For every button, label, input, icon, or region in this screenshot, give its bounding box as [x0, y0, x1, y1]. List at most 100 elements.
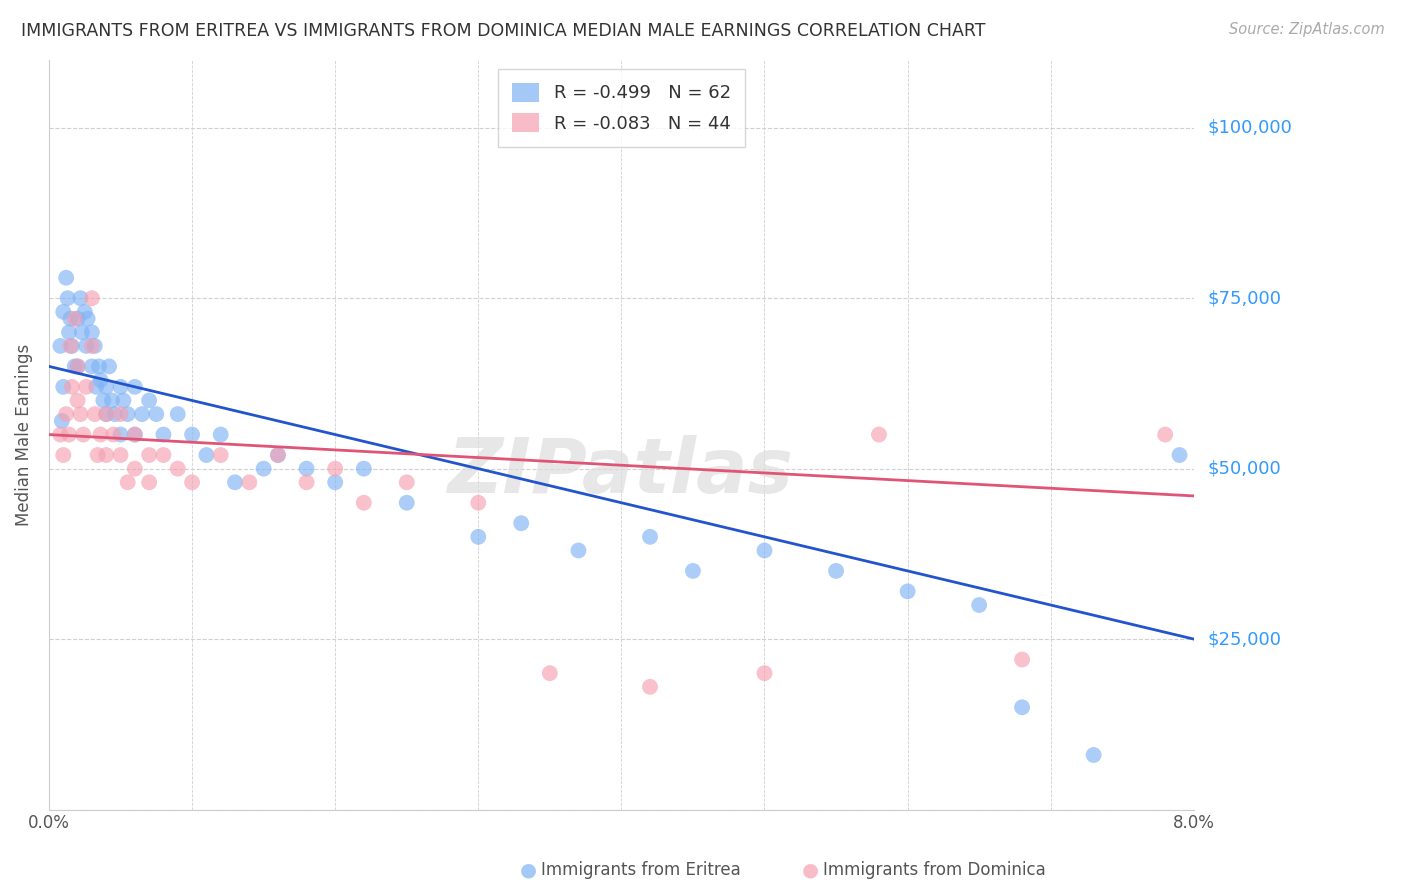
Point — [267, 448, 290, 462]
Point — [295, 461, 318, 475]
Point — [124, 380, 146, 394]
Point — [72, 427, 94, 442]
Text: ●: ● — [801, 860, 818, 880]
Point — [104, 407, 127, 421]
Point — [66, 393, 89, 408]
Point — [110, 427, 132, 442]
Point — [467, 530, 489, 544]
Point — [682, 564, 704, 578]
Point — [145, 407, 167, 421]
Point — [80, 339, 103, 353]
Point — [138, 448, 160, 462]
Text: Immigrants from Eritrea: Immigrants from Eritrea — [541, 861, 741, 879]
Legend: R = -0.499   N = 62, R = -0.083   N = 44: R = -0.499 N = 62, R = -0.083 N = 44 — [498, 69, 745, 147]
Point — [89, 373, 111, 387]
Point — [138, 475, 160, 490]
Point — [86, 448, 108, 462]
Point — [55, 270, 77, 285]
Point — [69, 407, 91, 421]
Point — [323, 461, 346, 475]
Point — [70, 326, 93, 340]
Point — [138, 393, 160, 408]
Point — [84, 380, 107, 394]
Point — [181, 427, 204, 442]
Point — [101, 393, 124, 408]
Point — [754, 666, 776, 681]
Point — [75, 339, 97, 353]
Point — [80, 326, 103, 340]
Point — [63, 311, 86, 326]
Point — [98, 359, 121, 374]
Text: $75,000: $75,000 — [1208, 289, 1282, 307]
Text: Immigrants from Dominica: Immigrants from Dominica — [823, 861, 1045, 879]
Point — [112, 393, 135, 408]
Point — [1011, 700, 1033, 714]
Point — [295, 475, 318, 490]
Point — [166, 407, 188, 421]
Point — [103, 427, 125, 442]
Point — [76, 311, 98, 326]
Point — [69, 291, 91, 305]
Point — [59, 339, 82, 353]
Point — [93, 393, 115, 408]
Point — [152, 427, 174, 442]
Point — [49, 339, 72, 353]
Point — [1154, 427, 1177, 442]
Point — [59, 311, 82, 326]
Point — [209, 427, 232, 442]
Point — [89, 427, 111, 442]
Point — [55, 407, 77, 421]
Point — [238, 475, 260, 490]
Point — [323, 475, 346, 490]
Point — [83, 339, 105, 353]
Text: IMMIGRANTS FROM ERITREA VS IMMIGRANTS FROM DOMINICA MEDIAN MALE EARNINGS CORRELA: IMMIGRANTS FROM ERITREA VS IMMIGRANTS FR… — [21, 22, 986, 40]
Point — [253, 461, 276, 475]
Point — [96, 380, 118, 394]
Point — [638, 680, 661, 694]
Text: $100,000: $100,000 — [1208, 119, 1292, 136]
Point — [124, 427, 146, 442]
Point — [353, 461, 375, 475]
Point — [353, 496, 375, 510]
Point — [538, 666, 561, 681]
Point — [49, 427, 72, 442]
Point — [66, 311, 89, 326]
Point — [131, 407, 153, 421]
Point — [166, 461, 188, 475]
Point — [825, 564, 848, 578]
Point — [110, 407, 132, 421]
Point — [63, 359, 86, 374]
Point — [224, 475, 246, 490]
Point — [83, 407, 105, 421]
Text: ZIPatlas: ZIPatlas — [449, 435, 794, 509]
Point — [124, 427, 146, 442]
Point — [96, 448, 118, 462]
Point — [96, 407, 118, 421]
Point — [967, 598, 990, 612]
Point — [80, 291, 103, 305]
Y-axis label: Median Male Earnings: Median Male Earnings — [15, 343, 32, 525]
Point — [66, 359, 89, 374]
Point — [117, 475, 139, 490]
Point — [395, 496, 418, 510]
Point — [51, 414, 73, 428]
Point — [52, 380, 75, 394]
Point — [96, 407, 118, 421]
Point — [897, 584, 920, 599]
Text: Source: ZipAtlas.com: Source: ZipAtlas.com — [1229, 22, 1385, 37]
Point — [75, 380, 97, 394]
Text: $25,000: $25,000 — [1208, 630, 1282, 648]
Point — [110, 448, 132, 462]
Point — [395, 475, 418, 490]
Point — [66, 359, 89, 374]
Point — [80, 359, 103, 374]
Point — [58, 427, 80, 442]
Text: ●: ● — [520, 860, 537, 880]
Point — [60, 380, 83, 394]
Point — [1011, 652, 1033, 666]
Point — [510, 516, 533, 531]
Point — [195, 448, 218, 462]
Point — [1168, 448, 1191, 462]
Point — [52, 305, 75, 319]
Point — [117, 407, 139, 421]
